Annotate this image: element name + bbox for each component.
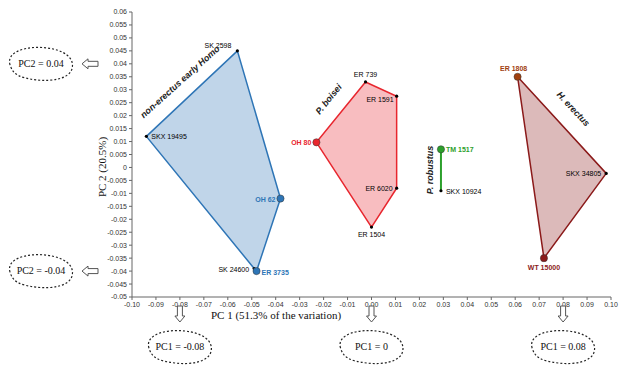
svg-text:H. erectus: H. erectus xyxy=(555,90,592,129)
svg-text:0.05: 0.05 xyxy=(113,34,127,41)
svg-text:-0.01: -0.01 xyxy=(111,190,127,197)
svg-text:0.025: 0.025 xyxy=(109,99,127,106)
svg-text:0.005: 0.005 xyxy=(109,151,127,158)
svg-text:-0.045: -0.045 xyxy=(107,281,127,288)
svg-text:0.00: 0.00 xyxy=(365,301,379,308)
svg-text:ER 3735: ER 3735 xyxy=(262,269,289,276)
svg-text:OH 62: OH 62 xyxy=(255,196,275,203)
svg-text:-0.02: -0.02 xyxy=(111,216,127,223)
svg-text:0.01: 0.01 xyxy=(113,138,127,145)
svg-text:OH 80: OH 80 xyxy=(291,139,311,146)
svg-text:0.035: 0.035 xyxy=(109,73,127,80)
svg-text:-0.06: -0.06 xyxy=(220,301,236,308)
svg-text:0.06: 0.06 xyxy=(113,8,127,15)
svg-text:0.04: 0.04 xyxy=(113,60,127,67)
svg-text:0.03: 0.03 xyxy=(437,301,451,308)
svg-text:-0.04: -0.04 xyxy=(268,301,284,308)
svg-text:0.08: 0.08 xyxy=(556,301,570,308)
svg-text:WT 15000: WT 15000 xyxy=(528,264,560,271)
svg-text:0.09: 0.09 xyxy=(580,301,594,308)
svg-text:SK 2598: SK 2598 xyxy=(205,42,232,49)
svg-text:PC1 = 0: PC1 = 0 xyxy=(355,341,388,352)
svg-text:-0.04: -0.04 xyxy=(111,268,127,275)
svg-text:0.02: 0.02 xyxy=(413,301,427,308)
svg-text:-0.03: -0.03 xyxy=(292,301,308,308)
svg-text:ER 1808: ER 1808 xyxy=(500,65,527,72)
svg-text:P. robustus: P. robustus xyxy=(425,146,435,194)
svg-text:SK 24600: SK 24600 xyxy=(218,266,249,273)
svg-text:-0.08: -0.08 xyxy=(172,301,188,308)
svg-text:-0.10: -0.10 xyxy=(124,301,140,308)
svg-text:-0.035: -0.035 xyxy=(107,255,127,262)
svg-text:0.01: 0.01 xyxy=(389,301,403,308)
svg-text:-0.01: -0.01 xyxy=(340,301,356,308)
svg-text:-0.05: -0.05 xyxy=(244,301,260,308)
svg-text:-0.07: -0.07 xyxy=(196,301,212,308)
svg-text:0.045: 0.045 xyxy=(109,47,127,54)
svg-text:-0.09: -0.09 xyxy=(148,301,164,308)
svg-text:PC1 = -0.08: PC1 = -0.08 xyxy=(156,341,205,352)
svg-text:0.055: 0.055 xyxy=(109,21,127,28)
svg-text:PC2 = 0.04: PC2 = 0.04 xyxy=(18,58,63,69)
svg-text:0.04: 0.04 xyxy=(460,301,474,308)
svg-text:ER 739: ER 739 xyxy=(354,71,377,78)
svg-text:0: 0 xyxy=(123,164,127,171)
svg-text:SKX 19495: SKX 19495 xyxy=(151,133,187,140)
svg-text:ER 1591: ER 1591 xyxy=(366,96,393,103)
svg-text:TM 1517: TM 1517 xyxy=(446,146,474,153)
svg-text:SKX 10924: SKX 10924 xyxy=(446,188,482,195)
svg-text:ER 1504: ER 1504 xyxy=(358,231,385,238)
svg-text:0.015: 0.015 xyxy=(109,125,127,132)
svg-text:0.03: 0.03 xyxy=(113,86,127,93)
svg-text:0.10: 0.10 xyxy=(604,301,618,308)
svg-text:0.02: 0.02 xyxy=(113,112,127,119)
svg-text:0.05: 0.05 xyxy=(484,301,498,308)
svg-text:PC2 = -0.04: PC2 = -0.04 xyxy=(17,265,66,276)
svg-text:P. boisei: P. boisei xyxy=(313,82,344,117)
svg-text:non-erectus early Homo: non-erectus early Homo xyxy=(138,43,222,120)
svg-text:PC 2 (20.5%): PC 2 (20.5%) xyxy=(96,137,109,198)
svg-text:PC 1 (51.3% of the variation): PC 1 (51.3% of the variation) xyxy=(211,309,341,322)
svg-text:ER 6020: ER 6020 xyxy=(365,185,392,192)
svg-text:SKX 34805: SKX 34805 xyxy=(566,170,602,177)
svg-text:-0.025: -0.025 xyxy=(107,229,127,236)
svg-text:-0.03: -0.03 xyxy=(111,242,127,249)
svg-text:-0.02: -0.02 xyxy=(316,301,332,308)
svg-text:-0.015: -0.015 xyxy=(107,203,127,210)
svg-text:PC1 = 0.08: PC1 = 0.08 xyxy=(540,341,585,352)
svg-text:0.07: 0.07 xyxy=(532,301,546,308)
svg-text:-0.05: -0.05 xyxy=(111,293,127,300)
svg-text:0.06: 0.06 xyxy=(508,301,522,308)
svg-text:-0.005: -0.005 xyxy=(107,177,127,184)
